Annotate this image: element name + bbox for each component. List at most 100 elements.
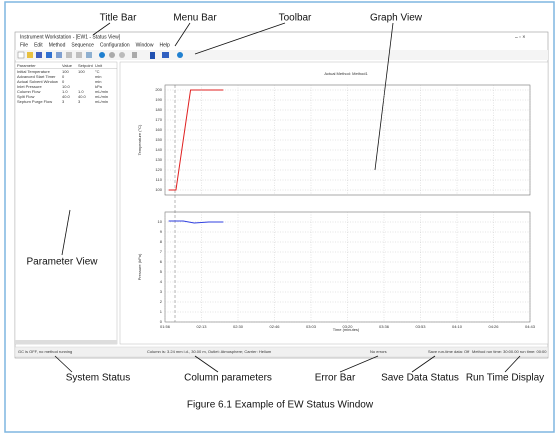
y-axis-label: Temperature (°C) <box>137 124 142 155</box>
callout: System Status <box>66 373 130 384</box>
caption: Figure 6.1 Example of EW Status Window <box>187 400 374 411</box>
callout: Menu Bar <box>173 13 217 24</box>
table-cell: 1.0 <box>78 89 84 94</box>
table-cell: 40.0 <box>62 94 71 99</box>
table-cell: 40.0 <box>78 94 87 99</box>
callout: Parameter View <box>27 257 99 268</box>
menu-item[interactable]: File <box>20 42 28 48</box>
graph-title: Actual Method: Method1 <box>324 71 368 76</box>
y-tick-label: 200 <box>155 87 162 92</box>
table-header: Value <box>62 63 73 68</box>
table-cell: Split Flow <box>17 94 34 99</box>
x-tick-label: 03:20 <box>342 324 353 329</box>
y-tick-label: 140 <box>155 147 162 152</box>
window-controls: – ▫ × <box>515 34 525 40</box>
table-cell: 100 <box>62 69 69 74</box>
menu-item[interactable]: Edit <box>34 42 43 48</box>
table-header: Parameter <box>17 63 36 68</box>
run-time: Method run time: 30:00.00 run time: 00:0… <box>472 349 547 354</box>
menu-item[interactable]: Configuration <box>100 42 130 48</box>
table-header: Unit <box>95 63 103 68</box>
table-cell: mL/min <box>95 89 108 94</box>
window-title: Instrument Workstation - [EW1 - Status V… <box>20 34 121 40</box>
y-tick-label: 3 <box>160 289 163 294</box>
table-cell: min <box>95 79 101 84</box>
x-tick-label: 04:10 <box>452 324 463 329</box>
y-tick-label: 10 <box>158 219 163 224</box>
save-status: Save run-time data: Off <box>428 349 470 354</box>
y-tick-label: 5 <box>160 269 163 274</box>
y-tick-label: 170 <box>155 117 162 122</box>
callout: Error Bar <box>315 373 356 384</box>
menu-item[interactable]: Window <box>136 42 154 48</box>
y-tick-label: 100 <box>155 187 162 192</box>
y-tick-label: 130 <box>155 157 162 162</box>
x-tick-label: 02:13 <box>196 324 207 329</box>
callout: Column parameters <box>184 373 272 384</box>
toolbar <box>15 50 548 60</box>
table-cell: Column Flow <box>17 89 40 94</box>
table-cell: Inlet Pressure <box>17 84 42 89</box>
x-tick-label: 04:43 <box>525 324 536 329</box>
menu-item[interactable]: Sequence <box>71 42 94 48</box>
y-axis-label: Pressure (kPa) <box>137 253 142 280</box>
y-tick-label: 180 <box>155 107 162 112</box>
x-tick-label: 02:46 <box>269 324 280 329</box>
figure-frame <box>4 1 555 433</box>
table-cell: 1.0 <box>62 89 68 94</box>
y-tick-label: 120 <box>155 167 162 172</box>
y-tick-label: 150 <box>155 137 162 142</box>
callout: Graph View <box>370 13 423 24</box>
table-cell: 3 <box>62 99 65 104</box>
table-cell: 0 <box>62 74 65 79</box>
y-tick-label: 190 <box>155 97 162 102</box>
error-status: No errors <box>370 349 387 354</box>
menu-item[interactable]: Help <box>159 42 170 48</box>
toolbar-icons <box>17 51 183 59</box>
y-tick-label: 0 <box>160 319 163 324</box>
table-cell: kPa <box>95 84 103 89</box>
status-bar <box>14 346 549 358</box>
scrollbar <box>15 340 117 344</box>
menu-item[interactable]: Method <box>49 42 66 48</box>
table-cell: Septum Purge Flow <box>17 99 52 104</box>
x-tick-label: 01:56 <box>160 324 171 329</box>
callout: Title Bar <box>100 13 138 24</box>
x-tick-label: 03:53 <box>415 324 426 329</box>
y-tick-label: 2 <box>160 299 163 304</box>
table-cell: 10.0 <box>62 84 71 89</box>
y-tick-label: 6 <box>160 259 163 264</box>
y-tick-label: 8 <box>160 239 163 244</box>
table-cell: Initial Temperature <box>17 69 51 74</box>
table-cell: Actual Solvent Window <box>17 79 58 84</box>
x-tick-label: 03:36 <box>379 324 390 329</box>
y-tick-label: 160 <box>155 127 162 132</box>
x-tick-label: 03:03 <box>306 324 317 329</box>
table-cell: mL/min <box>95 94 108 99</box>
x-axis-label: Time (minutes) <box>333 327 360 332</box>
column-status: Column is: 3.24 mm i.d., 30.00 m, Outlet… <box>147 349 272 354</box>
system-status: GC is OFF, no method running <box>18 349 72 354</box>
data-line <box>168 220 224 224</box>
table-cell: mL/min <box>95 99 108 104</box>
parameter-view <box>14 61 118 345</box>
callout: Run Time Display <box>466 373 544 384</box>
table-cell: Advanced Start Timer <box>17 74 56 79</box>
table-cell: min <box>95 74 101 79</box>
x-tick-label: 04:26 <box>488 324 499 329</box>
table-cell: 3 <box>78 99 81 104</box>
graph-view <box>119 61 549 345</box>
y-tick-label: 7 <box>160 249 163 254</box>
y-tick-label: 110 <box>156 177 163 182</box>
y-tick-label: 9 <box>160 229 163 234</box>
table-header: Setpoint <box>78 63 94 68</box>
callout-arrows <box>54 22 521 373</box>
callout: Toolbar <box>279 13 312 24</box>
y-tick-label: 4 <box>160 279 163 284</box>
table-cell: 0 <box>62 79 65 84</box>
x-tick-label: 02:30 <box>233 324 244 329</box>
table-cell: 100 <box>78 69 85 74</box>
data-line <box>168 89 224 191</box>
y-tick-label: 1 <box>160 309 163 314</box>
